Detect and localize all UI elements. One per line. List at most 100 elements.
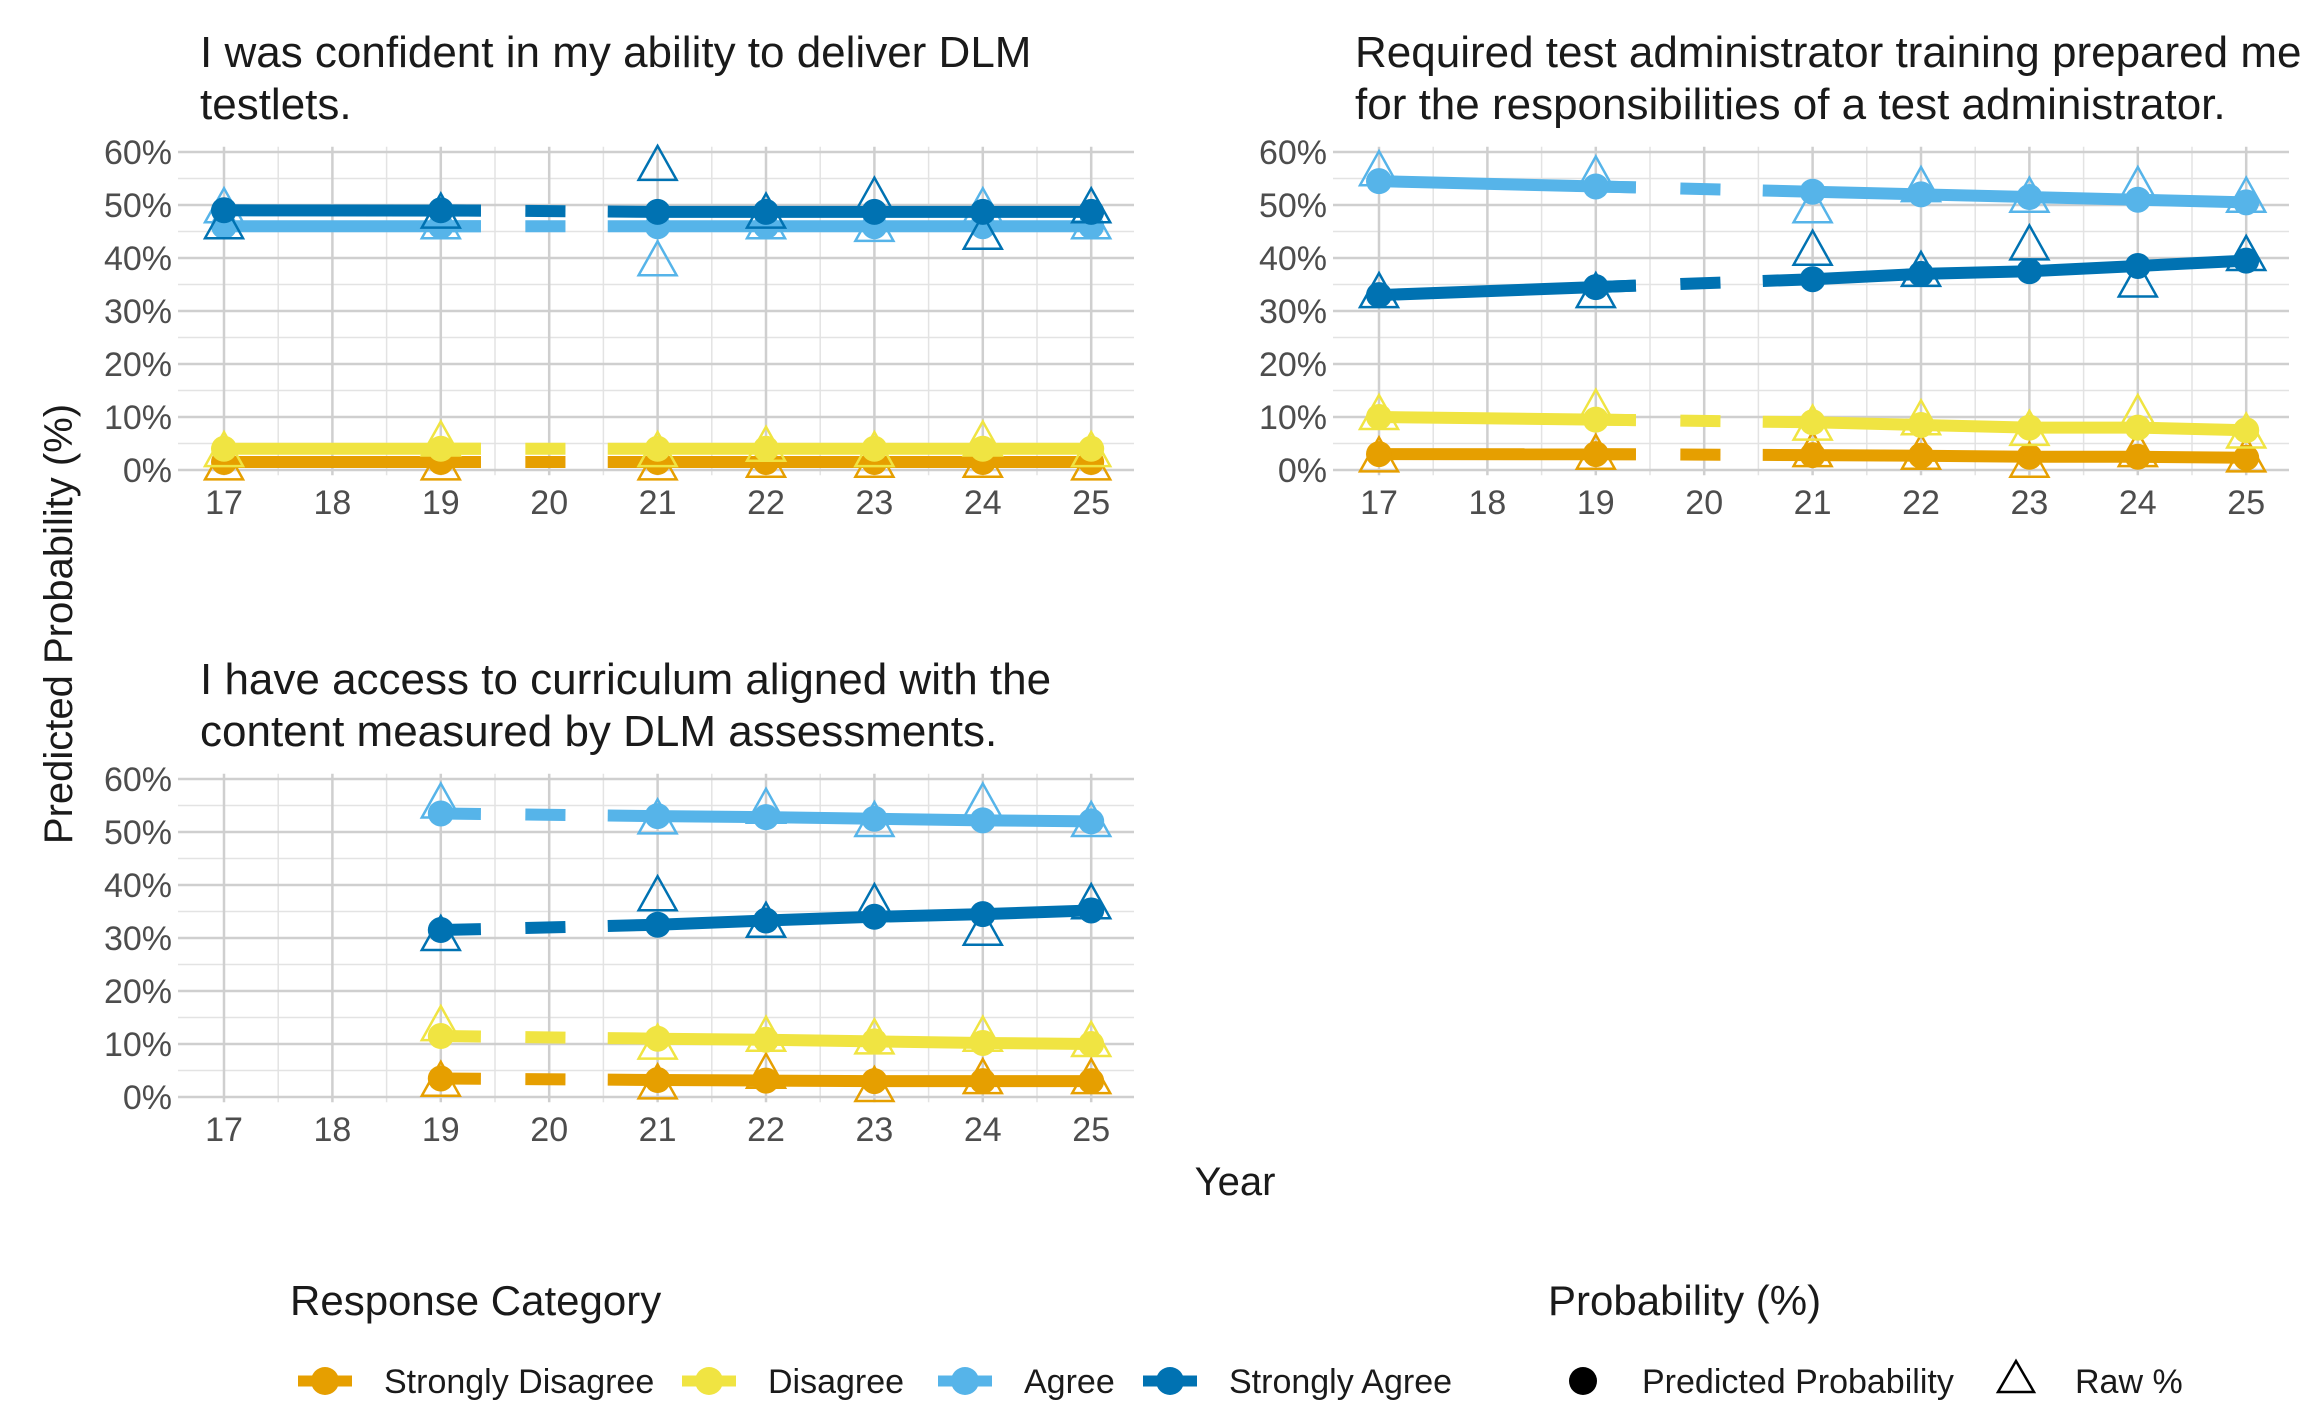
raw-point [1070, 429, 1113, 468]
panel-title: for the responsibilities of a test admin… [1355, 80, 2226, 129]
raw-point [636, 873, 679, 912]
series-strongly-disagree [1357, 429, 2268, 478]
raw-point [2225, 410, 2268, 449]
raw-point [636, 442, 679, 481]
panel-title: I have access to curriculum aligned with… [200, 655, 1051, 704]
y-tick-label: 30% [104, 293, 172, 331]
predicted-line-solid [874, 1035, 983, 1049]
y-tick-label: 50% [104, 814, 172, 852]
predicted-point [969, 198, 996, 225]
predicted-point [2124, 186, 2151, 213]
legend: Response Category Strongly Disagree Disag… [290, 1277, 2183, 1401]
y-tick-label: 10% [104, 399, 172, 437]
predicted-point [1799, 178, 1826, 205]
raw-point [853, 1064, 896, 1103]
legend-probability-title: Probability (%) [1548, 1277, 1821, 1324]
raw-point [419, 201, 462, 240]
legend-marker [695, 1367, 723, 1395]
x-tick-label: 18 [1468, 484, 1506, 522]
predicted-point [1078, 1031, 1105, 1057]
y-tick-label: 20% [104, 973, 172, 1011]
raw-point [419, 191, 462, 229]
predicted-line-solid [982, 814, 1092, 828]
raw-point [636, 1061, 679, 1100]
raw-point [961, 418, 1004, 457]
x-tick-label: 25 [1072, 484, 1110, 522]
predicted-line-solid [2137, 254, 2247, 272]
raw-point [636, 1022, 679, 1060]
raw-point [1899, 432, 1943, 470]
raw-point [2225, 434, 2268, 473]
raw-point [1070, 1056, 1113, 1095]
x-tick-label: 21 [639, 484, 677, 522]
x-tick-label: 22 [747, 484, 785, 522]
series-strongly-disagree [419, 1051, 1113, 1103]
raw-point [1791, 228, 1834, 266]
predicted-point [644, 911, 671, 938]
legend-marker [951, 1367, 979, 1395]
predicted-point [2124, 414, 2151, 441]
raw-point [2116, 164, 2159, 203]
predicted-point [427, 1023, 454, 1050]
raw-point [419, 1059, 462, 1097]
predicted-point [1582, 173, 1609, 200]
raw-point [1070, 442, 1113, 481]
panel-title: content measured by DLM assessments. [200, 707, 997, 756]
predicted-point [1078, 1068, 1105, 1095]
y-tick-label: 40% [104, 867, 172, 905]
x-tick-label: 22 [1902, 484, 1940, 522]
x-tick-label: 24 [2119, 484, 2157, 522]
raw-point [961, 440, 1004, 478]
y-tick-label: 10% [1259, 399, 1327, 437]
x-tick-label: 24 [964, 1111, 1002, 1149]
y-tick-label: 30% [1259, 293, 1327, 331]
x-tick-label: 20 [530, 484, 568, 522]
series-agree [419, 780, 1113, 838]
raw-point [853, 799, 896, 838]
raw-point [1070, 1019, 1113, 1058]
predicted-point [2124, 443, 2151, 470]
predicted-point [2016, 184, 2043, 211]
x-tick-label: 21 [1794, 484, 1832, 522]
raw-point [202, 442, 246, 481]
predicted-point [861, 903, 888, 930]
legend-response-title: Response Category [290, 1277, 661, 1324]
predicted-point [1078, 198, 1105, 225]
y-tick-label: 0% [123, 452, 172, 490]
predicted-point [753, 804, 779, 831]
panel-1: I was confident in my ability to deliver… [104, 28, 1134, 522]
raw-point [853, 175, 896, 213]
x-tick-label: 18 [313, 1111, 351, 1149]
x-tick-label: 18 [313, 484, 351, 522]
predicted-line-solid [982, 1036, 1092, 1050]
x-tick-label: 23 [2010, 484, 2048, 522]
predicted-line-dash [1680, 182, 1721, 196]
raw-point [2116, 392, 2159, 431]
predicted-point [644, 198, 671, 225]
y-tick-label: 50% [104, 187, 172, 225]
raw-point [961, 1014, 1004, 1052]
raw-point [961, 212, 1004, 251]
predicted-line-solid [765, 811, 875, 825]
raw-point [744, 1014, 788, 1052]
raw-point [853, 1016, 896, 1055]
x-tick-label: 25 [2227, 484, 2265, 522]
predicted-point [1078, 897, 1105, 924]
x-tick-label: 19 [1577, 484, 1615, 522]
raw-point [636, 238, 679, 277]
series-agree [1357, 148, 2268, 224]
raw-point [1899, 397, 1943, 436]
x-tick-label: 22 [747, 1111, 785, 1149]
raw-point [2008, 440, 2051, 478]
predicted-point [1366, 282, 1392, 309]
raw-point [2225, 175, 2268, 213]
panel-2: Required test administrator training pre… [1259, 28, 2302, 522]
x-tick-label: 20 [530, 1111, 568, 1149]
predicted-point [1582, 274, 1609, 301]
raw-point [1791, 429, 1834, 468]
raw-point [744, 1051, 788, 1090]
raw-point [961, 780, 1004, 819]
legend-marker [1156, 1367, 1184, 1395]
raw-point [636, 143, 679, 182]
